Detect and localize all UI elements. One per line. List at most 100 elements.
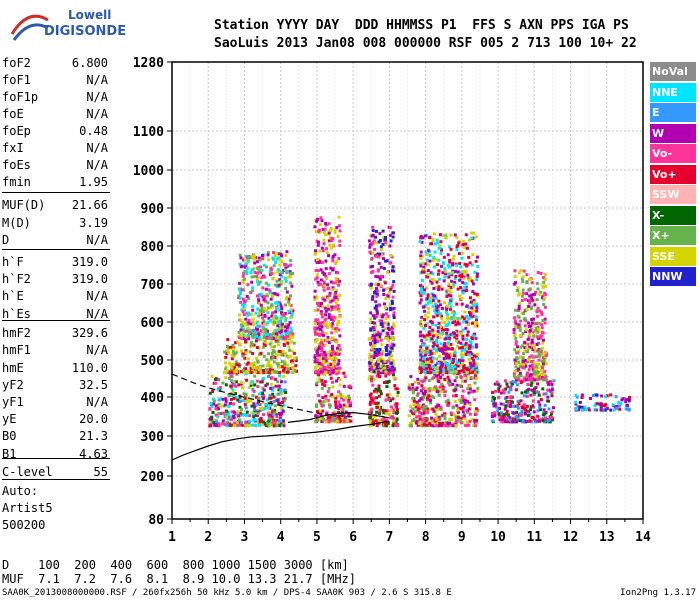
echo-point (407, 386, 411, 390)
echo-point (530, 381, 534, 385)
echo-point (244, 367, 248, 371)
echo-point (518, 325, 522, 329)
param-value: N/A (86, 90, 108, 104)
echo-point (396, 391, 400, 394)
echo-point (467, 255, 471, 259)
echo-point (418, 422, 421, 425)
echo-point (541, 319, 545, 322)
echo-point (252, 257, 256, 261)
echo-point (463, 349, 467, 353)
echo-point (317, 346, 321, 350)
echo-point (426, 407, 430, 411)
echo-point (217, 378, 220, 381)
echo-point (215, 420, 219, 424)
param-label: foF1p (2, 90, 39, 104)
echo-point (536, 329, 540, 333)
param-label: h`E (2, 289, 24, 303)
echo-point (241, 369, 245, 373)
echo-point (493, 414, 497, 418)
echo-point (453, 356, 457, 360)
echo-point (444, 400, 448, 404)
echo-point (465, 333, 469, 337)
echo-point (381, 315, 384, 319)
echo-point (526, 337, 530, 341)
echo-point (287, 309, 291, 313)
echo-point (542, 358, 546, 362)
echo-point (371, 401, 375, 405)
echo-point (228, 361, 232, 365)
echo-point (211, 410, 215, 414)
echo-point (261, 257, 265, 261)
echo-point (314, 230, 318, 233)
echo-point (526, 321, 530, 325)
echo-point (527, 409, 530, 413)
echo-point (455, 383, 459, 387)
echo-point (378, 348, 382, 351)
echo-point (265, 358, 269, 362)
echo-point (422, 356, 426, 360)
echo-point (550, 412, 553, 416)
echo-point (516, 314, 520, 318)
echo-point (327, 351, 331, 355)
echo-point (374, 419, 378, 423)
echo-point (473, 424, 477, 428)
echo-point (340, 415, 344, 419)
echo-point (448, 356, 452, 360)
echo-point (526, 373, 530, 376)
echo-point (283, 351, 287, 355)
echo-point (320, 330, 324, 334)
echo-point (322, 333, 325, 337)
echo-point (251, 255, 255, 258)
echo-point (284, 263, 288, 267)
param-value: 21.66 (71, 198, 108, 212)
echo-point (407, 383, 411, 387)
echo-point (604, 403, 608, 407)
echo-point (498, 407, 502, 410)
echo-point (440, 382, 444, 386)
echo-point (460, 395, 464, 398)
echo-point (331, 364, 335, 368)
echo-point (453, 316, 457, 320)
echo-point (416, 392, 420, 396)
echo-point (432, 376, 436, 380)
echo-point (540, 326, 544, 330)
x-tick-label: 9 (458, 530, 466, 545)
echo-point (437, 288, 441, 292)
echo-point (276, 293, 280, 297)
echo-point (385, 385, 389, 389)
echo-point (257, 269, 261, 273)
echo-point (227, 394, 231, 398)
version-label: Ion2Png 1.3.17 (620, 588, 696, 598)
echo-point (231, 343, 235, 347)
echo-point (495, 405, 499, 409)
echo-point (232, 410, 236, 414)
param-row: h`F2 319.0 (2, 272, 108, 288)
x-tick-label: 14 (635, 530, 651, 545)
echo-point (229, 415, 233, 419)
echo-point (334, 400, 337, 404)
echo-point (514, 418, 518, 422)
echo-point (444, 367, 448, 371)
echo-point (473, 418, 477, 422)
echo-point (324, 233, 328, 237)
echo-point (448, 417, 452, 421)
y-tick-label: 500 (141, 354, 165, 369)
echo-point (445, 315, 449, 319)
echo-point (259, 368, 263, 372)
echo-point (219, 404, 223, 408)
echo-point (314, 268, 318, 272)
echo-point (255, 356, 259, 360)
echo-point (372, 239, 376, 243)
echo-point (392, 311, 396, 315)
echo-point (532, 317, 535, 321)
param-row: foE N/A (2, 107, 108, 123)
echo-point (374, 229, 378, 233)
echo-point (523, 412, 527, 416)
echo-point (537, 400, 541, 404)
echo-point (470, 236, 474, 240)
echo-point (534, 374, 538, 377)
echo-point (531, 323, 535, 327)
echo-point (280, 352, 284, 356)
echo-point (627, 398, 631, 401)
echo-point (266, 329, 269, 333)
